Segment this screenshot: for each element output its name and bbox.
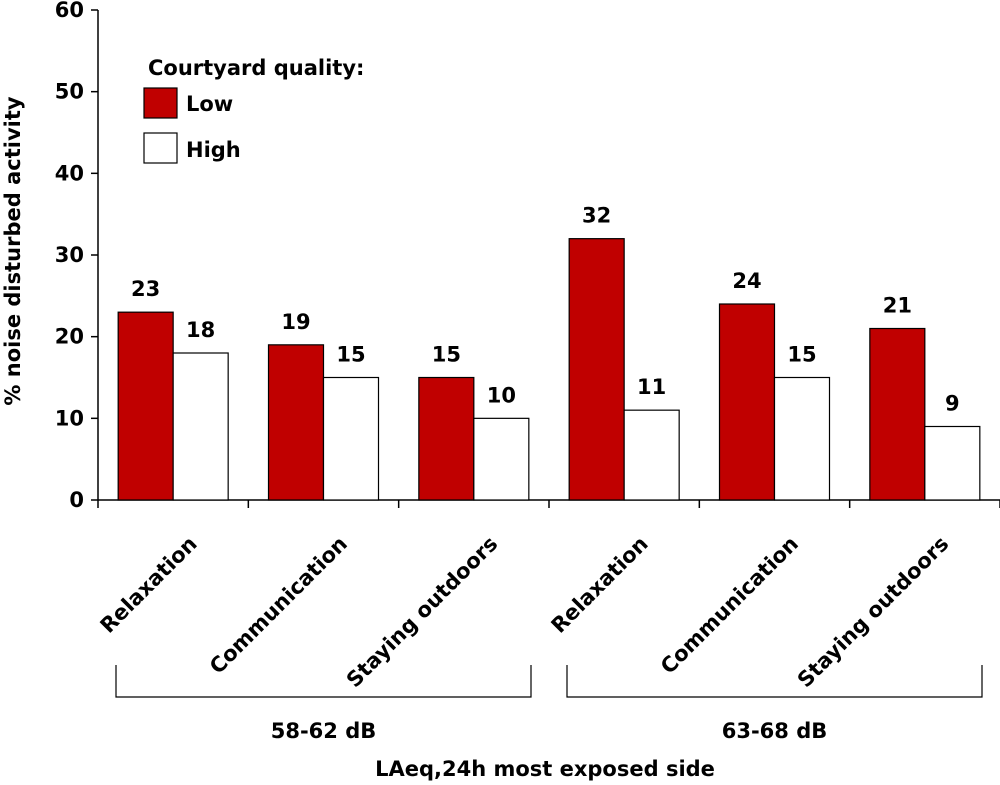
y-tick-label: 30 xyxy=(55,243,84,267)
bar-high-4 xyxy=(773,376,831,501)
value-label-low-3: 32 xyxy=(582,204,611,228)
bar-high-1 xyxy=(322,376,380,501)
bar-low-3 xyxy=(568,238,625,501)
value-label-high-2: 10 xyxy=(487,383,516,407)
group-bracket-0 xyxy=(115,665,532,698)
x-tick-label-0: Relaxation xyxy=(96,532,202,638)
bar-high-3 xyxy=(623,409,680,501)
legend-title: Courtyard quality: xyxy=(148,56,364,80)
y-tick-label: 50 xyxy=(55,80,84,104)
y-tick-label: 40 xyxy=(55,161,84,185)
bar-low-5 xyxy=(869,327,926,501)
x-axis-title: LAeq,24h most exposed side xyxy=(375,757,715,781)
value-label-high-1: 15 xyxy=(336,343,365,367)
y-tick-label: 20 xyxy=(55,325,84,349)
group-label-0: 58-62 dB xyxy=(271,719,377,743)
legend-label-low: Low xyxy=(186,92,233,116)
x-tick-label-5: Staying outdoors xyxy=(793,532,954,693)
value-label-low-2: 15 xyxy=(432,343,461,367)
y-tick-label: 10 xyxy=(55,406,84,430)
bar-low-2 xyxy=(418,376,475,501)
x-tick-label-2: Staying outdoors xyxy=(342,532,503,693)
value-label-low-5: 21 xyxy=(883,294,912,318)
bar-high-5 xyxy=(924,425,981,501)
value-label-high-3: 11 xyxy=(637,375,666,399)
legend-label-high: High xyxy=(186,138,241,162)
bar-high-2 xyxy=(473,417,530,501)
value-label-high-4: 15 xyxy=(787,343,816,367)
group-brackets: 58-62 dB 63-68 dB xyxy=(115,665,983,743)
x-tick-label-4: Communication xyxy=(656,532,803,679)
value-label-low-0: 23 xyxy=(131,277,160,301)
axes: 0 10 20 30 40 50 60 xyxy=(55,0,1000,512)
value-label-high-0: 18 xyxy=(186,318,215,342)
y-tick-label: 0 xyxy=(69,488,84,512)
group-label-1: 63-68 dB xyxy=(722,719,828,743)
legend-swatch-low xyxy=(143,87,178,119)
x-tick-label-1: Communication xyxy=(205,532,352,679)
value-label-low-1: 19 xyxy=(281,310,310,334)
bar-low-0 xyxy=(117,311,174,501)
bar-low-4 xyxy=(718,303,776,501)
group-bracket-1 xyxy=(566,665,983,698)
bar-high-0 xyxy=(172,352,229,501)
legend: Courtyard quality: Low High xyxy=(143,56,364,164)
bars: 23 18 19 15 15 10 32 11 24 15 21 9 xyxy=(117,204,981,501)
legend-swatch-high xyxy=(143,132,178,164)
value-label-low-4: 24 xyxy=(732,269,761,293)
y-tick-label: 60 xyxy=(55,0,84,22)
bar-low-1 xyxy=(267,344,325,501)
x-tick-label-3: Relaxation xyxy=(547,532,653,638)
y-axis-title: % noise disturbed activity xyxy=(1,96,25,405)
value-label-high-5: 9 xyxy=(945,392,960,416)
